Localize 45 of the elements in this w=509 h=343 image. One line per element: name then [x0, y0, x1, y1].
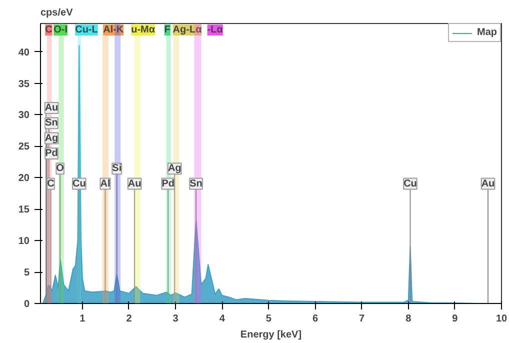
x-axis-title: Energy [keV]	[240, 330, 302, 340]
band-label: u-Mα	[131, 24, 156, 36]
x-tick-label: 10	[496, 314, 508, 324]
x-tick-label: 5	[266, 314, 272, 324]
legend-label: Map	[477, 27, 497, 38]
y-tick-label: 30	[18, 110, 30, 122]
x-tick-label: 2	[126, 314, 132, 324]
annotation: O	[56, 163, 64, 174]
x-tick-label: 9	[452, 314, 458, 324]
annotation: Cu	[72, 178, 86, 190]
annotation: Ag	[168, 163, 182, 174]
annotation: Al	[100, 178, 110, 190]
y-tick-label: 20	[18, 173, 30, 184]
y-tick-label: 10	[18, 236, 30, 248]
y-tick-label: 40	[18, 47, 30, 58]
x-tick-label: 6	[312, 314, 318, 324]
annotation: Au	[481, 178, 495, 190]
band-label: -Lα	[207, 24, 224, 36]
annotation: Pd	[162, 178, 174, 190]
annotation: Cu	[404, 178, 417, 190]
annotation: Au	[128, 178, 142, 190]
x-tick-label: 1	[80, 314, 86, 324]
y-tick-label: 0	[24, 299, 30, 310]
y-tick-label: 35	[18, 78, 30, 90]
y-tick-label: 15	[18, 204, 30, 216]
annotation: Au	[44, 102, 58, 114]
band-label: Ag-Lα	[172, 24, 203, 36]
x-tick-label: 7	[359, 314, 366, 324]
band-label: Al-K	[103, 24, 124, 36]
x-tick-label: 3	[172, 314, 179, 324]
annotation: Sn	[45, 118, 58, 129]
annotation: C	[47, 178, 54, 190]
band-label: F	[164, 24, 170, 36]
annotation: Sn	[190, 178, 202, 190]
y-tick-label: 25	[18, 142, 30, 153]
y-axis-title: cps/eV	[40, 8, 74, 18]
annotation: Ag	[44, 132, 58, 144]
x-tick-label: 8	[406, 314, 412, 324]
annotation: Si	[112, 163, 122, 174]
y-tick-label: 5	[24, 268, 30, 279]
x-tick-label: 4	[219, 314, 226, 324]
annotation: Pd	[45, 148, 58, 159]
band-label: C	[45, 24, 52, 36]
band-label: O-I	[54, 24, 68, 36]
band-label: Cu-L	[75, 24, 98, 36]
